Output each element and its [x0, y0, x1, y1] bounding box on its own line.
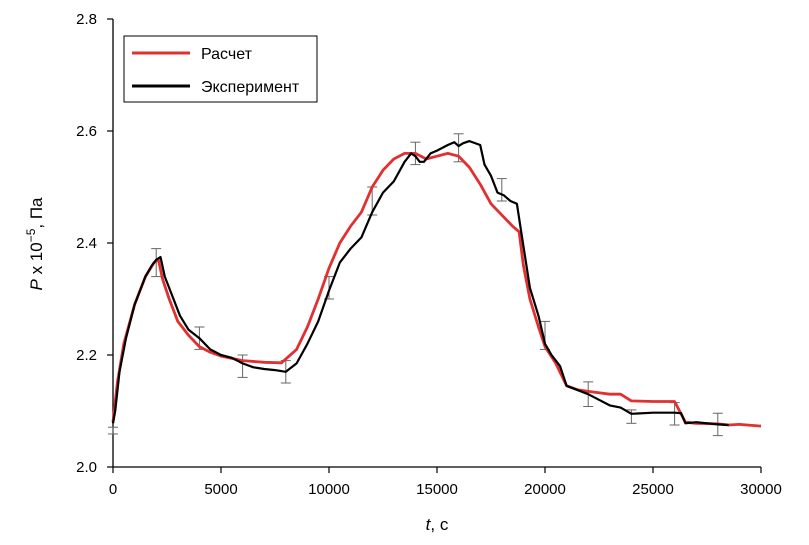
x-axis-unit: , с [430, 515, 448, 534]
legend-label-calculated: Расчет [201, 46, 253, 63]
x-tick-label: 25000 [632, 481, 674, 498]
x-axis-label: t, с [426, 515, 449, 534]
x-tick-label: 30000 [740, 481, 782, 498]
x-tick-label: 20000 [524, 481, 566, 498]
y-tick-label: 2.4 [76, 235, 97, 252]
series-line-experiment [111, 140, 729, 427]
legend-box [123, 35, 318, 103]
y-tick-label: 2.0 [76, 459, 97, 476]
error-bars [108, 133, 723, 437]
x-axis-variable: t [426, 515, 432, 534]
y-axis-variable: P [27, 279, 46, 291]
series-line-calculated [111, 151, 762, 428]
y-tick-label: 2.6 [76, 123, 97, 140]
error-bar [108, 426, 118, 435]
y-tick-label: 2.2 [76, 347, 97, 364]
chart-ticks: 0 5000 10000 15000 20000 25000 30000 2.0 2.2 2.4 2… [76, 11, 782, 498]
error-bar [626, 409, 637, 424]
error-bar [237, 354, 248, 378]
legend-label-experiment: Эксперимент [201, 79, 300, 96]
y-axis-unit: , Па [27, 197, 46, 229]
x-tick-label: 0 [109, 481, 117, 498]
series-lines [111, 140, 762, 428]
y-axis-multiplier: x 10 [27, 242, 46, 279]
y-axis-exponent: −5 [24, 228, 38, 242]
error-bar [496, 178, 507, 202]
y-axis-label: P x 10−5, Па [24, 197, 46, 291]
x-tick-label: 10000 [308, 481, 350, 498]
legend: Расчет Эксперимент [123, 35, 318, 103]
x-tick-label: 5000 [204, 481, 237, 498]
y-tick-label: 2.8 [76, 11, 97, 28]
x-tick-label: 15000 [416, 481, 458, 498]
